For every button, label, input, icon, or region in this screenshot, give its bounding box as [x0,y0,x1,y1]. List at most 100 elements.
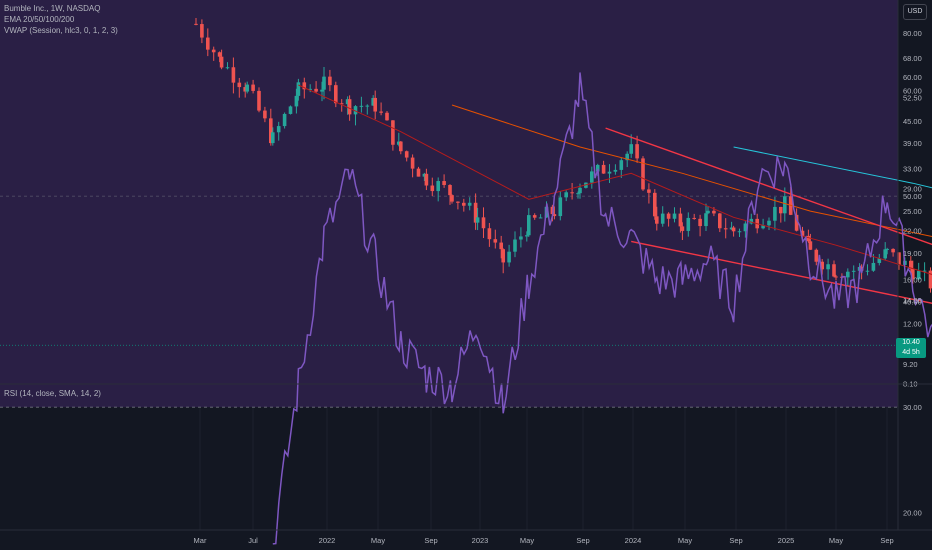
rsi-series-line [272,72,932,545]
candle-body [422,173,427,177]
candle-body [200,24,204,38]
candle-body [282,113,287,127]
candle-body [826,264,830,270]
candle-body [263,110,267,119]
candle-body [442,181,446,186]
candle-body [794,214,799,231]
candle-body [550,206,555,215]
candle-body [481,217,486,229]
candle-body [865,270,870,272]
candle-body [525,235,529,237]
candle-body [871,262,876,271]
time-tick-label: 2022 [319,536,336,545]
candle-body [590,171,594,183]
candle-body [251,84,255,91]
candle-body [832,264,836,277]
time-tick-label: 2024 [625,536,642,545]
candle-body [800,230,805,236]
candle-body [359,105,364,107]
rsi-band [0,0,898,408]
price-tick-label: 33.00 [903,165,922,174]
currency-button[interactable]: USD [903,4,927,20]
candle-body [501,249,505,263]
candle-body [416,168,421,177]
candle-body [641,158,645,190]
price-tick-label: 80.00 [903,29,922,38]
price-axis[interactable]: 95.0080.0068.0060.0052.5045.0039.0033.00… [903,3,922,389]
candle-body [373,97,377,112]
vwap-indicator-label[interactable]: VWAP (Session, hlc3, 0, 1, 2, 3) [4,26,118,35]
time-tick-label: 2025 [778,536,795,545]
candle-body [767,220,771,226]
candle-body [473,202,478,223]
symbol-title[interactable]: Bumble Inc., 1W, NASDAQ [4,4,101,13]
candle-body [245,84,249,92]
candle-body [672,213,677,219]
price-tick-label: 22.00 [903,227,922,236]
ema-lines [298,84,932,275]
candle-body [635,144,639,159]
time-tick-label: Jul [248,536,258,545]
candle-body [883,249,887,259]
ema-line-ema-100 [733,146,932,189]
candle-body [532,215,537,218]
candle-body [761,225,765,229]
time-tick-label: Sep [576,536,589,545]
candle-body [271,132,275,144]
candle-body [288,106,293,114]
price-tick-label: 25.00 [903,207,922,216]
candle-body [779,206,783,214]
price-tick-label: 39.00 [903,139,922,148]
trendline-lower[interactable] [631,240,932,383]
candle-body [601,164,606,174]
candle-body [686,217,691,231]
candle-body [808,241,813,250]
candle-body [653,192,657,217]
rsi-indicator-label[interactable]: RSI (14, close, SMA, 14, 2) [4,389,101,398]
candle-body [576,193,580,195]
rsi-tick-label: 20.00 [903,509,922,518]
candle-body [269,118,273,144]
candle-body [731,227,736,232]
candle-body [527,215,531,236]
ema-indicator-label[interactable]: EMA 20/50/100/200 [4,15,75,24]
candle-body [570,192,574,194]
candle-body [379,111,383,113]
candle-body [834,276,838,278]
candle-body [723,228,728,230]
candle-body [507,251,511,263]
ema-line-ema-50 [451,104,932,237]
candle-body [385,112,389,121]
rsi-tick-label: 60.00 [903,87,922,96]
candle-body [339,103,344,105]
candle-body [749,218,754,224]
candle-body [467,202,472,206]
candle-body [410,157,415,169]
candle-body [538,217,543,219]
trendlines[interactable] [605,127,932,383]
candle-body [820,261,824,270]
candle-body [806,235,811,242]
time-axis[interactable]: Mar Jul 2022 May Sep 2023 May Sep 2024 May Sep 2025… [194,536,894,545]
candles-group [194,17,932,293]
candle-body [424,173,429,186]
time-tick-label: Sep [424,536,437,545]
candle-body [737,231,742,233]
candle-body [928,270,932,289]
candle-body [353,106,358,115]
candle-body [347,99,352,115]
candle-body [294,95,299,107]
candle-body [783,196,787,214]
candle-body [257,90,261,111]
candle-body [916,270,921,280]
candle-body [217,52,222,57]
time-tick-label: Mar [194,536,207,545]
price-tick-label: 19.00 [903,249,922,258]
candle-body [692,217,696,219]
trendline-upper[interactable] [605,127,932,383]
ema-line-ema-20 [298,84,932,275]
last-price: 10.40 [902,339,920,346]
price-tick-label: 60.00 [903,73,922,82]
